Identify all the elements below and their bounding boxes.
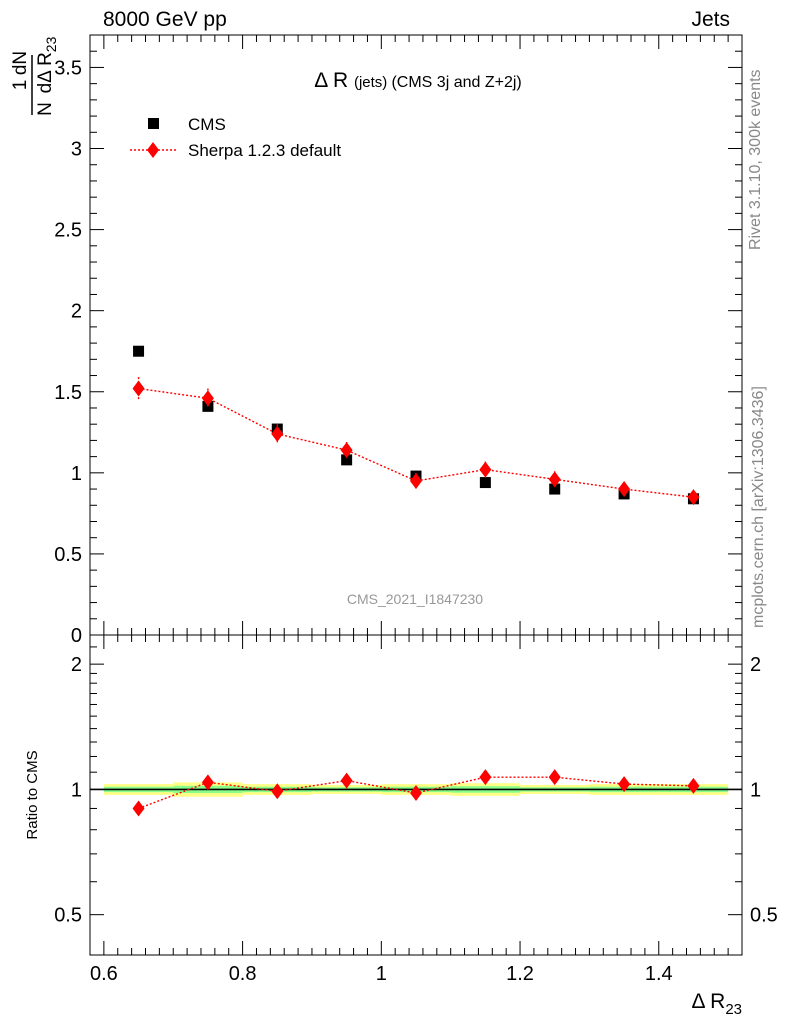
ratio-y-tick-label-left: 0.5 (54, 905, 82, 927)
x-axis-label-main: Δ R (691, 990, 725, 1013)
legend: CMS Sherpa 1.2.3 default (130, 115, 341, 160)
y-label-dr: dΔ R23 (35, 36, 59, 93)
x-tick-label: 1.4 (645, 963, 673, 985)
category-label: Jets (691, 8, 730, 31)
sherpa-point (548, 471, 561, 488)
x-tick-label: 1.2 (506, 963, 534, 985)
plot-title-rest: (CMS 3j and Z+2j) (391, 74, 521, 91)
sherpa-point (340, 442, 353, 459)
ratio-y-axis-label: Ratio to CMS (24, 750, 41, 839)
x-tick-label: 1 (376, 963, 387, 985)
main-panel-series (132, 345, 700, 506)
y-label-dn: dN (10, 51, 31, 75)
rivet-version-label: Rivet 3.1.10, 300k events (747, 69, 764, 250)
sherpa-line (138, 387, 694, 498)
y-label-dr-subscript: 23 (43, 36, 59, 52)
sherpa-point (271, 425, 284, 442)
cms-data-point (549, 483, 561, 495)
ratio-point (479, 769, 492, 786)
sherpa-point (201, 390, 214, 407)
ratio-point (132, 800, 145, 817)
x-axis-label-subscript: 23 (725, 1001, 742, 1018)
y-label-dr-text: dΔ R (35, 52, 56, 93)
ratio-point (618, 776, 631, 793)
plot-title-small: (jets) (354, 74, 392, 91)
y-label-one: 1 (10, 80, 31, 91)
legend-cms-label: CMS (188, 115, 226, 134)
x-axis-label: Δ R23 (691, 990, 742, 1018)
y-tick-label: 2.5 (54, 220, 82, 242)
y-tick-label: 3.5 (54, 57, 82, 79)
y-tick-label: 0 (71, 625, 82, 647)
ratio-y-tick-label-right: 2 (750, 654, 761, 676)
sherpa-point (410, 472, 422, 489)
y-tick-label: 0.5 (54, 544, 82, 566)
ratio-point (271, 783, 284, 800)
legend-sherpa-marker (147, 142, 159, 158)
sherpa-point (618, 481, 631, 498)
sherpa-point (132, 380, 145, 397)
ratio-y-tick-label-left: 2 (71, 654, 82, 676)
energy-label: 8000 GeV pp (103, 8, 227, 31)
ratio-panel-series (132, 769, 700, 817)
y-label-n: N (35, 102, 56, 116)
y-tick-label: 1 (71, 463, 82, 485)
ratio-y-tick-label-right: 0.5 (750, 905, 778, 927)
ratio-point (340, 772, 353, 789)
ratio-y-tick-label-left: 1 (71, 779, 82, 801)
cms-data-point (479, 477, 491, 489)
ratio-point (410, 785, 422, 802)
legend-sherpa-label: Sherpa 1.2.3 default (188, 141, 341, 160)
mcplots-source-label: mcplots.cern.ch [arXiv:1306.3436] (750, 386, 767, 628)
ratio-point (548, 769, 561, 786)
plot-frames (89, 34, 743, 956)
axis-labels: 0.6 0.8 1 1.2 1.4 0 0.5 1 1.5 2 2.5 3 3.5 0.5 0.5 1 1 2 2 Δ… (10, 36, 778, 1018)
plot-title-main: Δ R (314, 69, 354, 92)
y-tick-label: 2 (71, 301, 82, 323)
x-tick-label: 0.6 (90, 963, 118, 985)
x-tick-label: 0.8 (229, 963, 257, 985)
plot-title: Δ R (jets) (CMS 3j and Z+2j) (314, 69, 521, 92)
axis-ticks (90, 35, 742, 956)
analysis-watermark: CMS_2021_I1847230 (347, 591, 483, 607)
cms-data-point (341, 454, 353, 466)
y-tick-label: 3 (71, 139, 82, 161)
ratio-y-tick-label-right: 1 (750, 779, 761, 801)
y-tick-label: 1.5 (54, 382, 82, 404)
cms-data-point (133, 345, 145, 357)
sherpa-point (687, 489, 700, 506)
ratio-point (687, 777, 700, 794)
ratio-point (201, 774, 214, 791)
sherpa-point (479, 461, 492, 478)
ratio-panel-frame (89, 634, 743, 956)
legend-cms-marker (148, 118, 159, 129)
